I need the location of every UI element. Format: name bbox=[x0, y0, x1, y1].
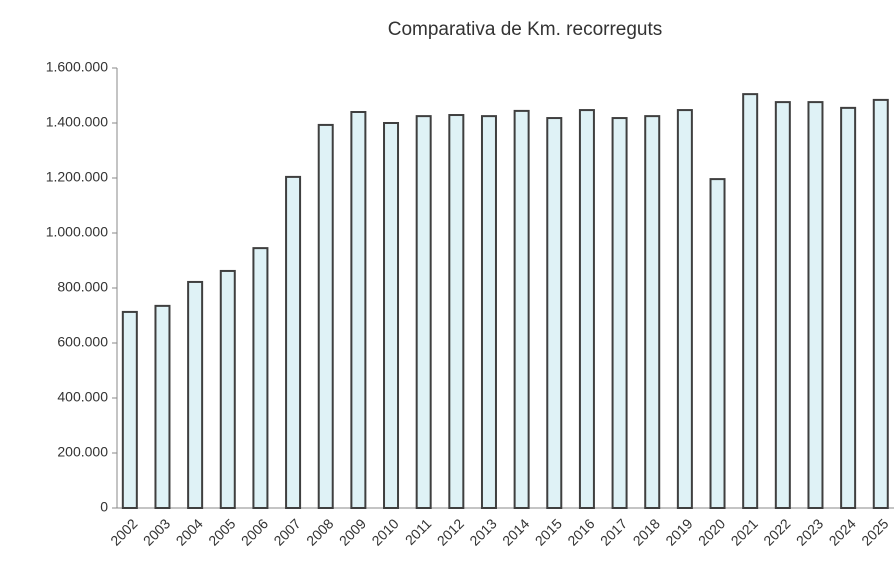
bar bbox=[285, 175, 302, 509]
x-tick-label: 2024 bbox=[826, 515, 859, 548]
x-tick-label: 2011 bbox=[402, 515, 435, 548]
bar bbox=[350, 111, 367, 509]
bar bbox=[121, 310, 138, 509]
x-tick-label: 2025 bbox=[858, 515, 891, 548]
x-tick-label: 2002 bbox=[107, 515, 140, 548]
x-tick-label: 2020 bbox=[695, 515, 728, 548]
x-tick-label: 2012 bbox=[434, 515, 467, 548]
x-tick-label: 2007 bbox=[270, 515, 303, 548]
x-tick-label: 2016 bbox=[564, 515, 597, 548]
bar bbox=[383, 122, 400, 509]
bar bbox=[187, 280, 204, 510]
bar bbox=[840, 106, 857, 509]
x-tick-label: 2009 bbox=[336, 515, 369, 548]
y-tick-label: 1.000.000 bbox=[46, 224, 108, 240]
x-tick-label: 2010 bbox=[368, 515, 401, 548]
x-tick-label: 2005 bbox=[205, 515, 238, 548]
x-tick-label: 2022 bbox=[760, 515, 793, 548]
x-tick-label: 2013 bbox=[466, 515, 499, 548]
x-tick-label: 2014 bbox=[499, 515, 532, 548]
x-tick-label: 2015 bbox=[532, 515, 565, 548]
bar bbox=[252, 247, 269, 509]
bar bbox=[415, 115, 432, 509]
bar bbox=[872, 98, 889, 510]
x-tick-label: 2023 bbox=[793, 515, 826, 548]
bar bbox=[742, 93, 759, 509]
bar bbox=[774, 101, 791, 509]
y-tick-label: 200.000 bbox=[57, 444, 108, 460]
bar bbox=[807, 101, 824, 509]
bar bbox=[448, 114, 465, 510]
y-tick-label: 800.000 bbox=[57, 279, 108, 295]
x-tick-label: 2006 bbox=[238, 515, 271, 548]
bar bbox=[709, 178, 726, 509]
bar bbox=[546, 117, 563, 510]
chart-title: Comparativa de Km. recorreguts bbox=[388, 19, 663, 40]
x-tick-label: 2008 bbox=[303, 515, 336, 548]
x-tick-label: 2019 bbox=[662, 515, 695, 548]
bar bbox=[480, 115, 497, 509]
x-tick-label: 2004 bbox=[173, 515, 206, 548]
x-tick-label: 2021 bbox=[728, 515, 761, 548]
bar bbox=[219, 269, 236, 510]
bar bbox=[317, 123, 334, 510]
y-tick-label: 1.600.000 bbox=[46, 59, 108, 75]
bar bbox=[676, 109, 693, 509]
y-tick-label: 0 bbox=[100, 499, 108, 515]
y-tick-label: 400.000 bbox=[57, 389, 108, 405]
y-tick-label: 1.400.000 bbox=[46, 114, 108, 130]
x-tick-label: 2003 bbox=[140, 515, 173, 548]
bar bbox=[644, 115, 661, 509]
x-tick-label: 2017 bbox=[597, 515, 630, 548]
y-tick-label: 1.200.000 bbox=[46, 169, 108, 185]
bar bbox=[611, 117, 628, 510]
bar bbox=[578, 109, 595, 509]
x-tick-label: 2018 bbox=[630, 515, 663, 548]
bar bbox=[513, 109, 530, 510]
bar bbox=[154, 304, 171, 509]
y-tick-label: 600.000 bbox=[57, 334, 108, 350]
